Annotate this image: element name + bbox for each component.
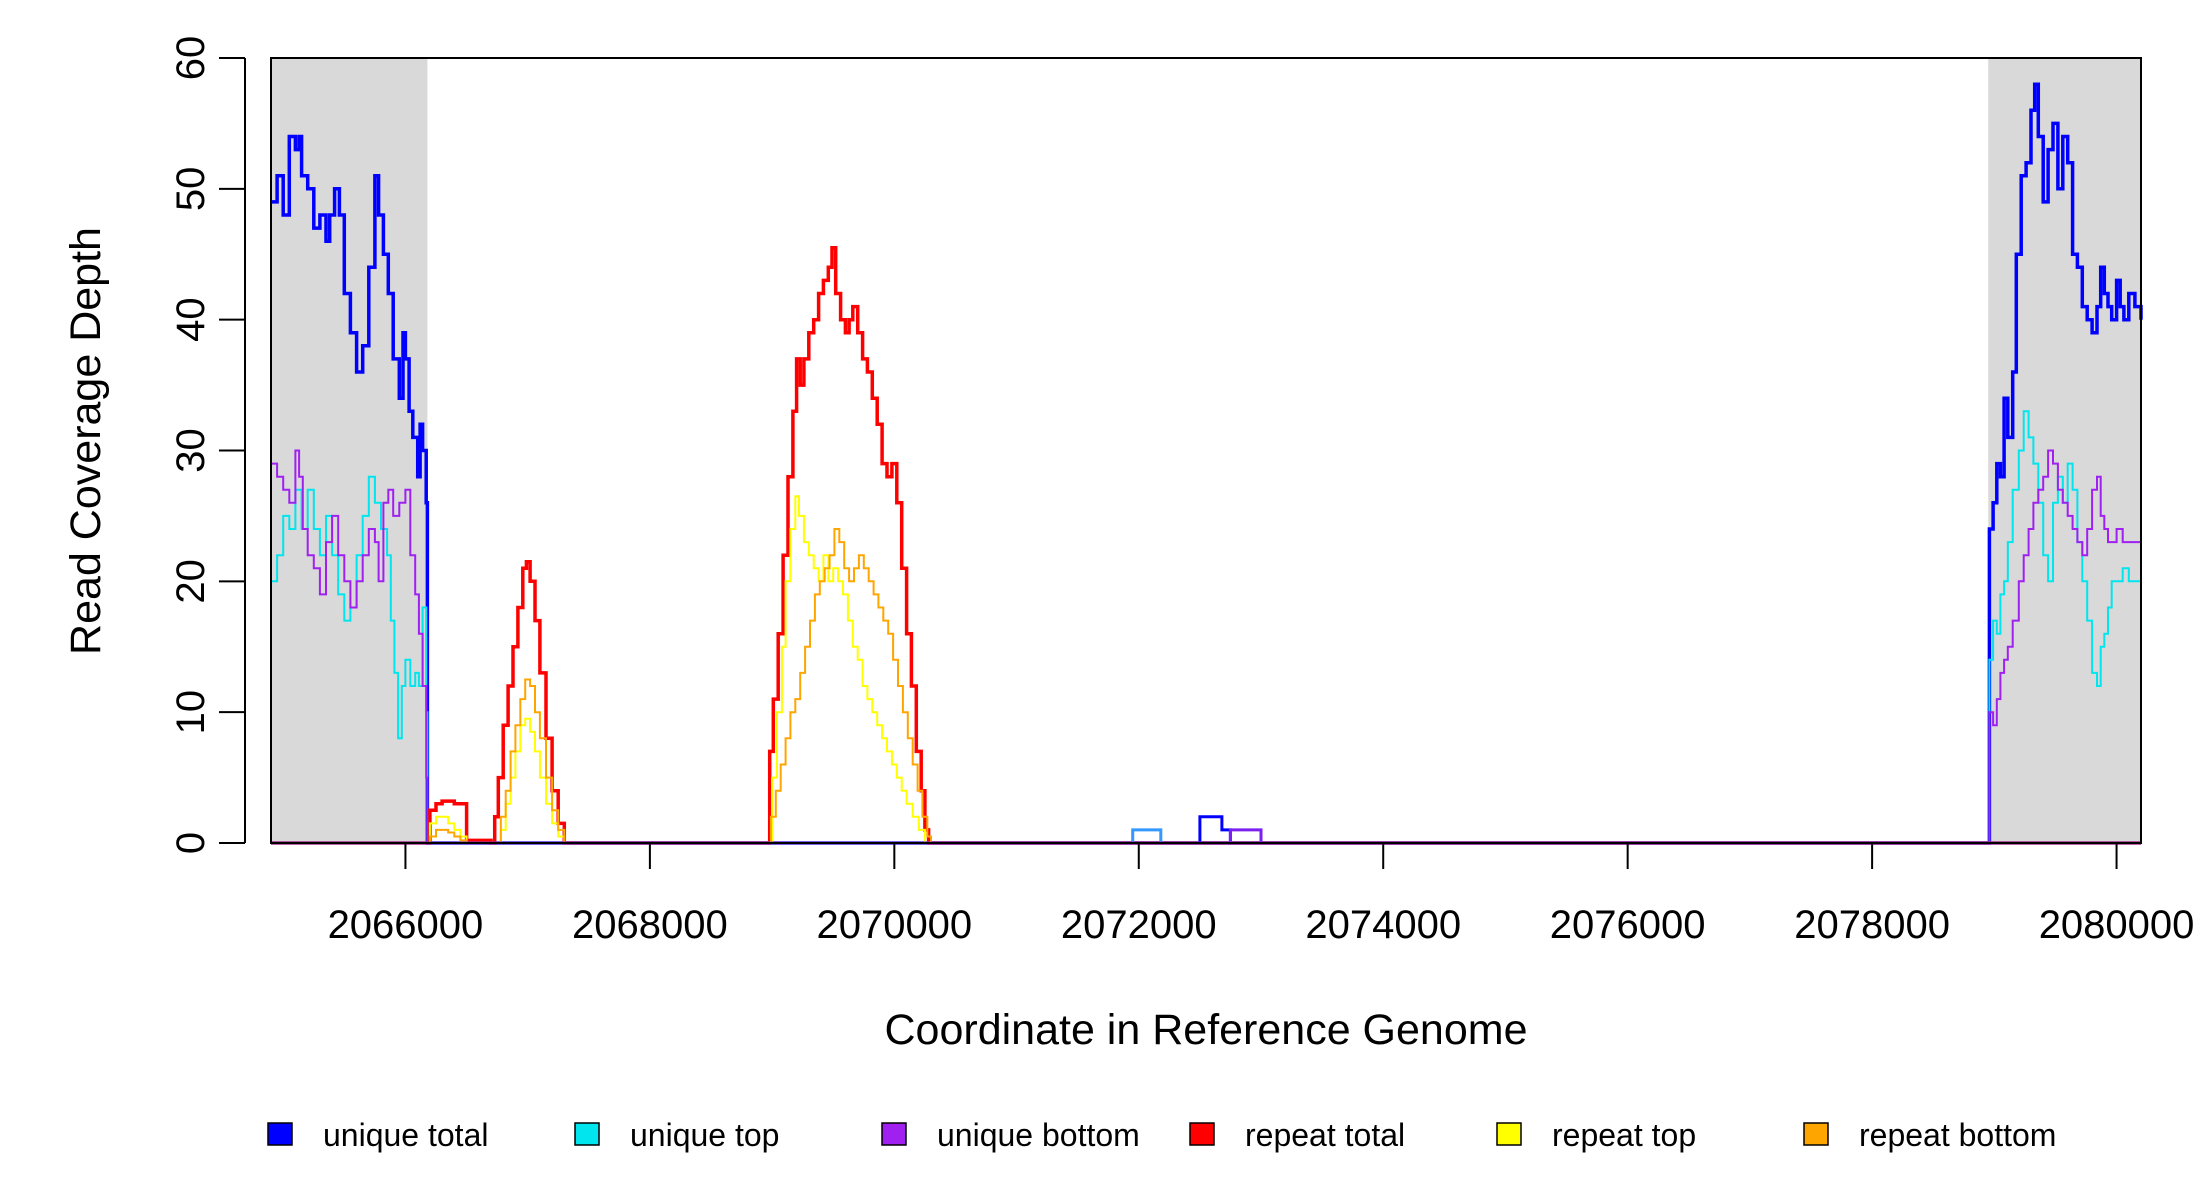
legend-swatch xyxy=(881,1122,907,1146)
legend-swatch xyxy=(574,1122,600,1146)
series-lines xyxy=(271,82,2143,845)
series-line-unique-total xyxy=(271,82,2143,845)
x-tick-label: 2068000 xyxy=(572,903,728,947)
legend-label: unique bottom xyxy=(937,1117,1140,1153)
plot-frame xyxy=(270,57,2142,844)
legend-swatch xyxy=(1189,1122,1215,1146)
y-tick-label: 40 xyxy=(169,297,213,342)
x-tick-label: 2076000 xyxy=(1550,903,1706,947)
x-tick-label: 2078000 xyxy=(1794,903,1950,947)
y-tick-label: 10 xyxy=(169,690,213,735)
y-axis-title: Read Coverage Depth xyxy=(62,227,110,655)
legend-label: unique total xyxy=(323,1117,488,1153)
x-tick-label: 2072000 xyxy=(1061,903,1217,947)
x-tick-label: 2070000 xyxy=(816,903,972,947)
y-axis: 0 10 20 30 40 50 60 xyxy=(169,36,246,854)
y-tick-label: 50 xyxy=(169,167,213,212)
legend-label: repeat top xyxy=(1552,1117,1696,1153)
legend-item-unique-total: unique total xyxy=(267,1117,488,1153)
y-tick-label: 60 xyxy=(169,36,213,81)
legend-label: repeat total xyxy=(1245,1117,1405,1153)
shaded-region-1 xyxy=(1988,58,2141,843)
legend-item-repeat-top: repeat top xyxy=(1496,1117,1696,1153)
series-line-blip-unique-total xyxy=(1198,815,1232,843)
legend-label: repeat bottom xyxy=(1859,1117,2056,1153)
legend: unique total unique top unique bottom repea… xyxy=(267,1117,2056,1153)
x-tick-label: 2066000 xyxy=(328,903,484,947)
series-line-blip-unique-top xyxy=(1131,828,1163,843)
legend-item-repeat-bottom: repeat bottom xyxy=(1803,1117,2056,1153)
series-line-repeat-total xyxy=(271,245,2141,845)
legend-item-unique-top: unique top xyxy=(574,1117,779,1153)
legend-swatch xyxy=(267,1122,293,1146)
x-tick-label: 2080000 xyxy=(2039,903,2195,947)
series-line-blip-unique-bottom xyxy=(1228,828,1263,843)
x-axis-title: Coordinate in Reference Genome xyxy=(885,1006,1528,1054)
legend-label: unique top xyxy=(630,1117,779,1153)
y-tick-label: 20 xyxy=(169,559,213,604)
y-tick-label: 30 xyxy=(169,428,213,473)
x-axis: 2066000 2068000 2070000 2072000 2074000 20760… xyxy=(328,842,2195,947)
legend-swatch xyxy=(1803,1122,1829,1146)
series-line-repeat-top xyxy=(271,495,2141,844)
series-line-repeat-bottom xyxy=(271,528,2141,844)
shaded-regions xyxy=(271,58,2141,843)
y-tick-label: 0 xyxy=(169,832,213,854)
x-tick-label: 2074000 xyxy=(1305,903,1461,947)
legend-item-repeat-total: repeat total xyxy=(1189,1117,1405,1153)
legend-item-unique-bottom: unique bottom xyxy=(881,1117,1140,1153)
legend-swatch xyxy=(1496,1122,1522,1146)
